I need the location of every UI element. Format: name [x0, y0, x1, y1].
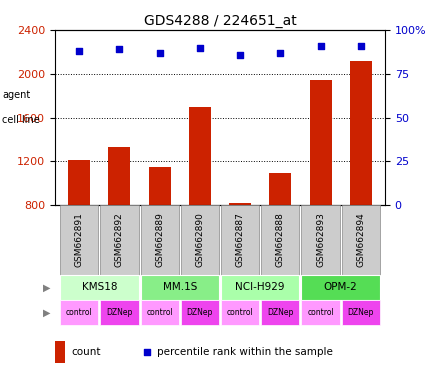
Text: KMS18: KMS18 — [82, 283, 117, 293]
Title: GDS4288 / 224651_at: GDS4288 / 224651_at — [144, 13, 296, 28]
Text: GSM662889: GSM662889 — [155, 213, 164, 267]
Text: ▶: ▶ — [43, 308, 51, 318]
Text: DZNep: DZNep — [187, 308, 213, 317]
Text: OPM-2: OPM-2 — [324, 283, 357, 293]
Point — [357, 43, 364, 49]
Text: DZNep: DZNep — [348, 308, 374, 317]
Text: NCI-H929: NCI-H929 — [235, 283, 285, 293]
Text: count: count — [71, 347, 101, 357]
Bar — [60, 205, 98, 275]
Point — [237, 51, 244, 58]
Bar — [141, 275, 219, 300]
Bar — [309, 80, 332, 205]
Bar — [301, 205, 340, 275]
Bar — [221, 205, 259, 275]
Bar — [342, 300, 380, 325]
Text: MM.1S: MM.1S — [163, 283, 197, 293]
Bar — [221, 300, 259, 325]
Bar — [269, 173, 292, 205]
Bar — [189, 107, 211, 205]
Bar — [60, 300, 98, 325]
Bar — [342, 205, 380, 275]
Point — [196, 45, 203, 51]
Text: cell line: cell line — [2, 114, 40, 124]
Bar — [141, 205, 179, 275]
Point — [116, 46, 123, 52]
Bar — [301, 275, 380, 300]
Text: percentile rank within the sample: percentile rank within the sample — [157, 347, 333, 357]
Bar — [221, 275, 300, 300]
Bar — [60, 275, 139, 300]
Bar — [261, 300, 300, 325]
Text: control: control — [146, 308, 173, 317]
Text: GSM662893: GSM662893 — [316, 213, 325, 267]
Bar — [350, 61, 372, 205]
Text: control: control — [307, 308, 334, 317]
Point — [317, 43, 324, 49]
Text: GSM662890: GSM662890 — [196, 213, 204, 267]
Text: GSM662888: GSM662888 — [276, 213, 285, 267]
Bar — [55, 341, 65, 363]
Text: ▶: ▶ — [43, 283, 51, 293]
Bar — [141, 300, 179, 325]
Text: GSM662894: GSM662894 — [356, 213, 366, 267]
Bar — [100, 300, 139, 325]
Text: DZNep: DZNep — [106, 308, 133, 317]
Bar — [181, 205, 219, 275]
Point — [277, 50, 284, 56]
Bar — [100, 205, 139, 275]
Text: DZNep: DZNep — [267, 308, 294, 317]
Text: control: control — [66, 308, 93, 317]
Bar — [108, 147, 130, 205]
Point — [76, 48, 82, 54]
Text: GSM662887: GSM662887 — [235, 213, 245, 267]
Text: GSM662891: GSM662891 — [75, 213, 84, 267]
Bar — [149, 167, 171, 205]
Bar — [301, 300, 340, 325]
Bar — [229, 203, 251, 205]
Text: agent: agent — [2, 89, 30, 99]
Bar — [181, 300, 219, 325]
Bar — [261, 205, 300, 275]
Text: GSM662892: GSM662892 — [115, 213, 124, 267]
Point — [156, 50, 163, 56]
Text: control: control — [227, 308, 253, 317]
Point — [144, 349, 151, 355]
Bar — [68, 160, 90, 205]
